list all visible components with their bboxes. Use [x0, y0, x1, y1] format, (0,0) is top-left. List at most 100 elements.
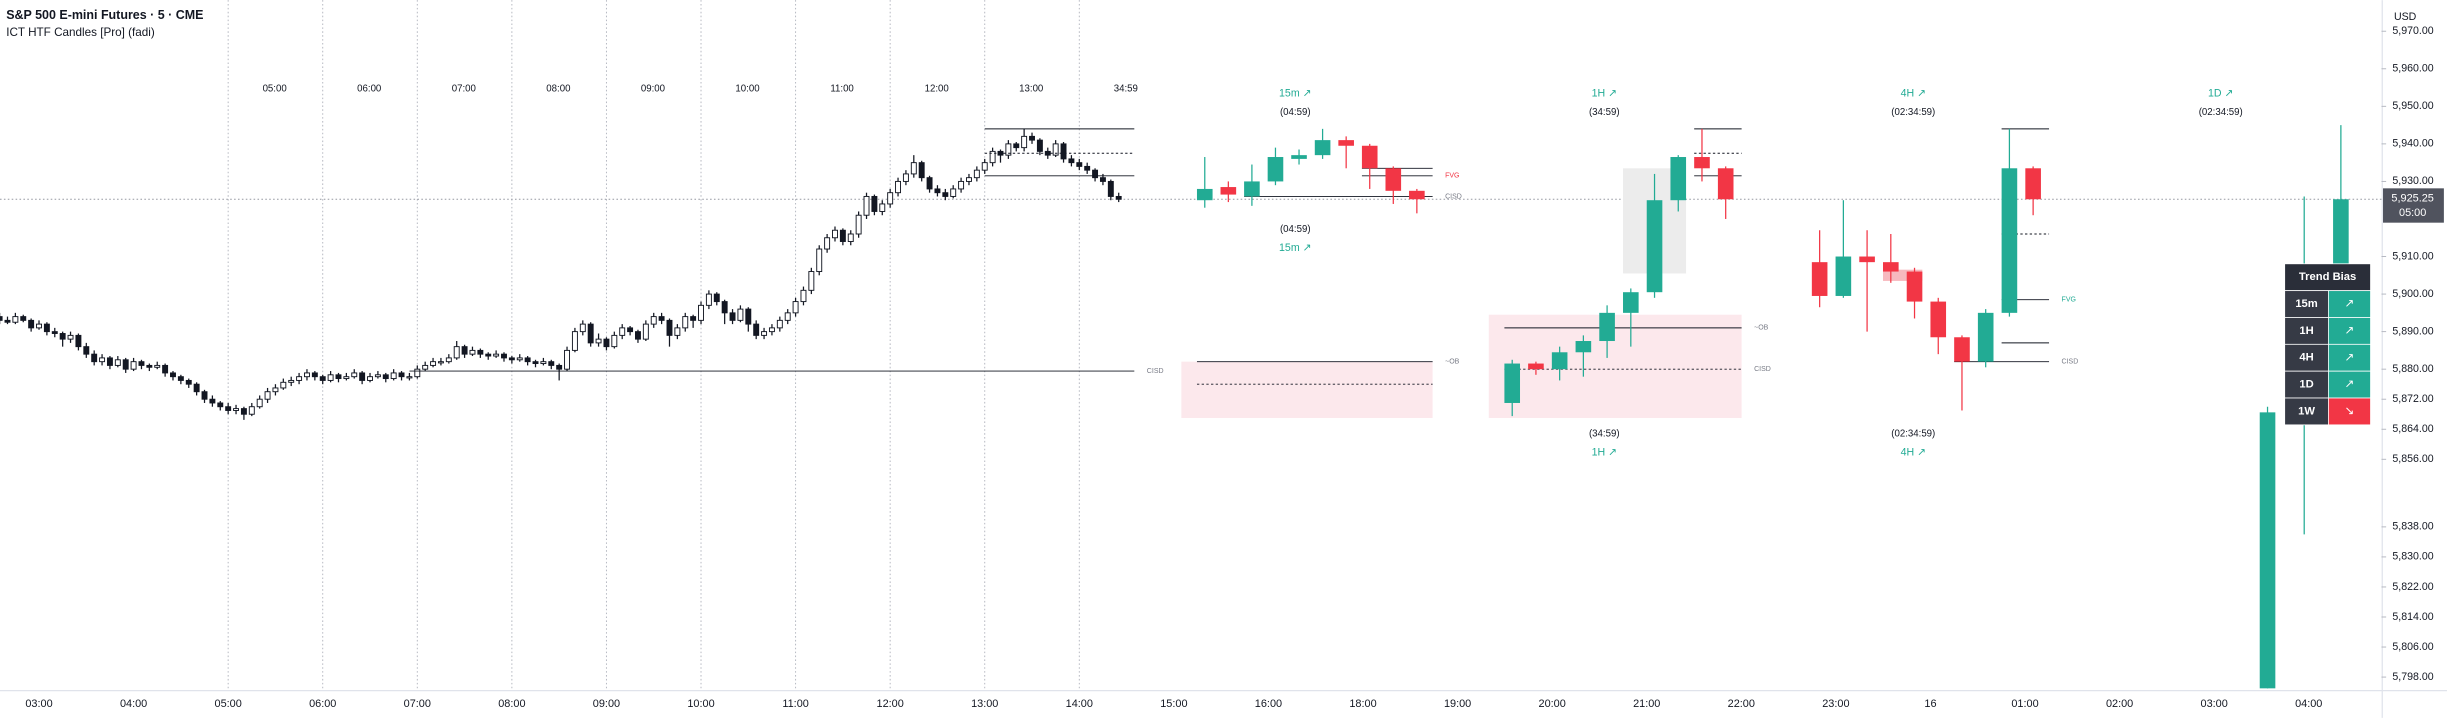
level-tag: CISD [1445, 193, 1462, 200]
candle-body [1977, 312, 1994, 362]
candle-body [414, 368, 421, 378]
candle-body [248, 406, 255, 415]
session-label: 13:00 [1019, 84, 1043, 95]
candle-body [981, 162, 988, 171]
candle-body [1029, 135, 1035, 141]
candle-body [1504, 363, 1521, 403]
candle-body [422, 364, 429, 370]
candle-body [753, 323, 760, 336]
candle-body [800, 289, 807, 303]
countdown-label: (02:34:59) [1891, 428, 1935, 439]
bias-cell [2328, 317, 2371, 345]
candle-body [863, 195, 870, 216]
candle-body [926, 177, 933, 190]
candle-body [296, 376, 303, 381]
candle-body [658, 316, 665, 321]
candle-body [847, 233, 854, 242]
candle-body [390, 372, 397, 380]
candle-body [83, 346, 90, 355]
x-tick-label: 16 [1924, 698, 1936, 710]
candle-body [106, 357, 113, 366]
candle-body [59, 333, 66, 340]
candle-body [1670, 157, 1687, 201]
candle-body [1338, 140, 1354, 146]
session-label: 05:00 [263, 84, 287, 95]
candle-body [2333, 199, 2349, 265]
candle-body [1060, 143, 1067, 160]
x-tick-label: 21:00 [1633, 698, 1660, 710]
timeframe: 1H [2299, 325, 2313, 337]
y-tick-label: 5,872.00 [2392, 393, 2433, 405]
session-label: 06:00 [357, 84, 381, 95]
candle-body [193, 383, 200, 393]
candle-body [130, 361, 137, 370]
candle-body [477, 349, 484, 355]
countdown-label: (02:34:59) [2199, 107, 2243, 118]
candle-body [1068, 158, 1075, 164]
candle-body [879, 203, 886, 212]
candle-body [406, 376, 413, 379]
candle-body [603, 338, 610, 348]
y-tick-label: 5,814.00 [2392, 611, 2433, 623]
candle-body [374, 374, 381, 378]
candle-body [595, 338, 602, 344]
candle-body [1084, 165, 1091, 171]
candle-body [485, 353, 492, 357]
candle-body [469, 349, 476, 355]
x-tick-label: 03:00 [2201, 698, 2228, 710]
candle-body [1859, 256, 1875, 263]
candle-body [288, 379, 295, 383]
timeframe-label: 1H ↗ [1592, 446, 1617, 458]
candle-body [0, 316, 3, 321]
session-label: 08:00 [546, 84, 570, 95]
candle-body [627, 327, 634, 333]
zone-box [1883, 269, 1923, 281]
y-tick-label: 5,900.00 [2392, 288, 2433, 300]
candle-body [20, 316, 27, 321]
x-tick-label: 20:00 [1539, 698, 1566, 710]
x-tick-label: 06:00 [309, 698, 336, 710]
candle-body [28, 319, 35, 329]
candle-body [1361, 145, 1378, 169]
candle-body [12, 316, 19, 323]
candle-body [1021, 135, 1028, 149]
candle-body [556, 364, 563, 370]
y-tick-label: 5,950.00 [2392, 100, 2433, 112]
candle-body [950, 188, 957, 197]
table-header [2284, 263, 2371, 292]
candle-body [1036, 139, 1043, 152]
candle-body [571, 331, 578, 351]
candle-body [792, 301, 799, 314]
candle-body [698, 304, 704, 321]
candle-body [650, 316, 657, 325]
candle-body [682, 316, 689, 329]
candle-body [587, 323, 594, 344]
candle-body [1528, 363, 1544, 370]
x-tick-label: 12:00 [877, 698, 904, 710]
x-tick-label: 09:00 [593, 698, 620, 710]
y-tick-label: 5,960.00 [2392, 63, 2433, 75]
candle-body [351, 372, 358, 378]
table-cell [2284, 343, 2329, 372]
bias-cell [2328, 397, 2371, 426]
candle-body [705, 293, 712, 306]
countdown-label: (34:59) [1589, 428, 1620, 439]
candle-body [839, 229, 846, 242]
level-tag: CISD [1754, 366, 1771, 373]
candle-body [91, 353, 98, 363]
countdown-label: (34:59) [1589, 107, 1620, 118]
candle-body [958, 180, 965, 190]
candle-body [1811, 262, 1828, 296]
candle-body [493, 353, 500, 357]
bias-cell [2328, 343, 2371, 372]
timeframe: 1D [2299, 379, 2313, 391]
candle-body [99, 357, 106, 363]
y-tick-label: 5,970.00 [2392, 25, 2433, 37]
candle-body [611, 334, 618, 348]
candle-body [1107, 180, 1114, 197]
bias-arrow: ↗ [2345, 351, 2355, 364]
level-tag: CISD [1147, 368, 1164, 375]
table-cell [2284, 397, 2329, 426]
candle-body [327, 374, 334, 381]
